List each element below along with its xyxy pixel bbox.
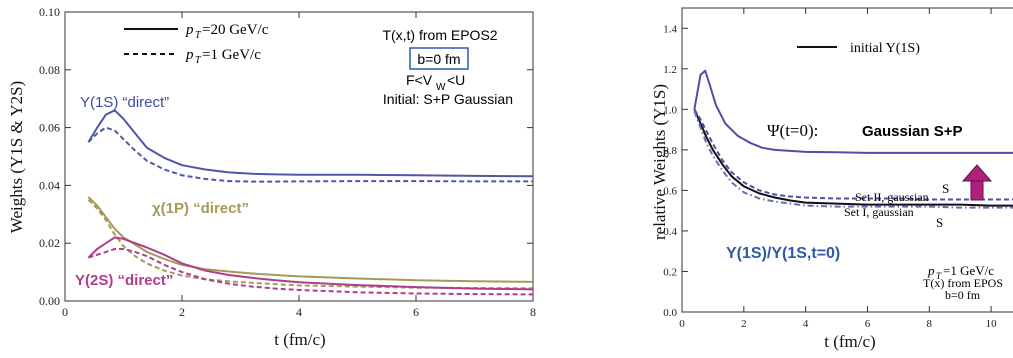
left-series-line-5 [88,248,534,296]
right-series-line-1 [693,108,1013,207]
legend-pt1-rest: =1 GeV/c [202,47,261,63]
set2-label: Set II, gaussian [855,190,929,204]
left-x-tick-label: 4 [296,305,302,319]
right-chart: 0 2 4 6 8 10 0.0 0.2 0.4 0.6 0.8 1.0 1.2 1.4 initial … [650,7,1013,351]
left-plot-frame [64,11,534,302]
right-y-tick-label: 1.4 [663,23,677,35]
left-x-tick-label: 2 [179,305,185,319]
left-series-line-0 [87,109,534,178]
right-y-tick-label: 0.6 [663,185,677,197]
legend-pt20-p: p [185,22,194,38]
legend-pt20-sub: T [195,30,202,41]
right-plot-frame [681,7,1013,313]
right-y-tick-label: 0.4 [663,226,677,238]
right-series-line-3 [693,111,1013,209]
right-x-tick-label: 6 [865,318,871,330]
pt-label-sub: T [936,271,942,281]
pt-label-rest: =1 GeV/c [943,263,994,278]
right-y-tick-label: 0.2 [663,266,677,278]
right-x-tick-label: 4 [803,318,809,330]
legend-pt1-sub: T [195,55,202,66]
legend-pt20-rest: =20 GeV/c [202,22,269,38]
right-legend-label: initial Y(1S) [850,41,920,56]
right-x-tick-label: 8 [927,318,933,330]
info-condition-post: <U [447,72,465,88]
pt-label-p: p [927,263,935,278]
left-series-line-4 [87,236,534,291]
info-condition-pre: F<V [406,72,433,88]
legend-pt1-p: p [185,47,194,63]
left-x-tick-label: 0 [62,305,68,319]
set2-s-label: S [942,181,949,196]
info-initial-state: Initial: S+P Gaussian [383,91,513,107]
left-x-axis-title: t (fm/c) [274,330,325,349]
set1-s-label: S [936,215,943,230]
left-x-tick-label: 6 [413,305,419,319]
info-condition-sub: W [436,82,446,93]
left-chart: 0 2 4 6 8 0.00 0.02 0.04 0.06 0.08 0.10 p T =20 Ge… [7,5,536,349]
label-y2s-direct: Y(2S) “direct” [75,272,173,289]
ratio-label: Y(1S)/Y(1S,t=0) [726,245,840,262]
left-y-axis-title: Weights (Y1S & Y2S) [7,81,26,233]
right-ticks: 0 2 4 6 8 10 0.0 0.2 0.4 0.6 0.8 1.0 1.2 1.4 [663,8,998,330]
left-series-line-1 [87,126,533,183]
left-y-tick-label: 0.02 [39,236,60,250]
right-series-line-2 [693,108,1013,201]
right-x-tick-label: 0 [679,318,685,330]
left-info-block: T(x,t) from EPOS2 b=0 fm F<V W <U Initia… [382,27,513,107]
left-x-tick-label: 8 [530,305,536,319]
psi-label-gaussian: Gaussian S+P [862,123,962,140]
left-y-tick-label: 0.10 [39,5,60,19]
psi-label-prefix: Ψ(t=0): [767,121,818,140]
right-x-axis-title: t (fm/c) [824,332,875,351]
left-ticks: 0 2 4 6 8 0.00 0.02 0.04 0.06 0.08 0.10 [39,5,536,319]
right-series-line-0 [693,69,1013,154]
left-y-tick-label: 0.04 [39,178,60,192]
right-x-tick-label: 10 [986,318,998,330]
right-y-tick-label: 0.0 [663,307,677,319]
label-chi1p-direct: χ(1P) “direct” [152,200,249,217]
right-y-tick-label: 1.2 [663,64,677,76]
right-y-tick-label: 1.0 [663,104,677,116]
left-legend: p T =20 GeV/c p T =1 GeV/c [124,22,269,66]
b-label: b=0 fm [945,288,981,302]
left-series-group [87,109,534,296]
right-x-tick-label: 2 [741,318,747,330]
right-series-group [693,69,1013,209]
left-y-tick-label: 0.08 [39,63,60,77]
info-impact-parameter: b=0 fm [417,51,460,67]
label-y1s-direct: Y(1S) “direct” [80,94,169,111]
right-y-tick-label: 0.8 [663,145,677,157]
set1-label: Set I, gaussian [844,205,914,219]
info-temperature: T(x,t) from EPOS2 [382,27,497,43]
upward-arrow-icon [961,164,993,201]
tx-label: T(x) from EPOS [923,276,1003,290]
left-series-line-3 [87,199,534,290]
right-y-axis-title: relative Weights (Y1S) [650,84,669,240]
info-box-frame [409,47,469,70]
left-y-tick-label: 0.06 [39,121,60,135]
left-y-tick-label: 0.00 [39,294,60,308]
